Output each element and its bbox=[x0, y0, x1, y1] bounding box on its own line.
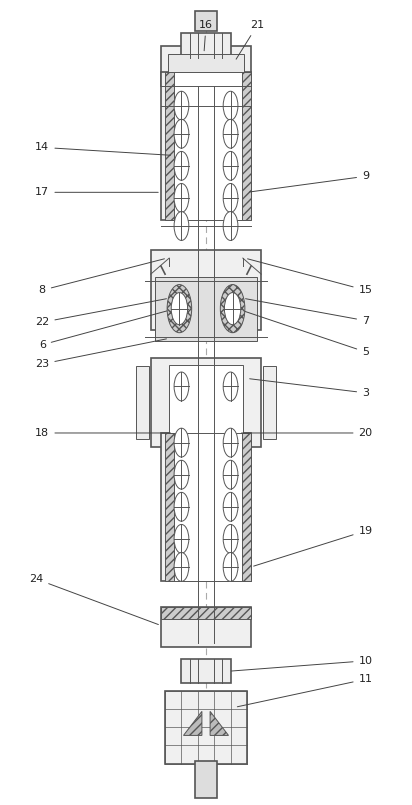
Circle shape bbox=[174, 372, 189, 401]
Bar bbox=[161, 46, 251, 85]
Text: 16: 16 bbox=[199, 20, 213, 51]
Text: 8: 8 bbox=[39, 258, 164, 295]
Bar bbox=[169, 432, 243, 581]
Bar bbox=[165, 432, 174, 581]
Circle shape bbox=[174, 428, 189, 457]
Circle shape bbox=[174, 212, 189, 241]
Circle shape bbox=[174, 119, 189, 148]
Bar bbox=[136, 366, 149, 439]
Circle shape bbox=[174, 184, 189, 213]
Bar bbox=[242, 72, 251, 220]
Text: 19: 19 bbox=[254, 526, 373, 566]
Text: 23: 23 bbox=[35, 339, 166, 369]
Circle shape bbox=[171, 292, 187, 324]
Circle shape bbox=[225, 292, 241, 324]
Ellipse shape bbox=[220, 285, 245, 332]
Circle shape bbox=[174, 460, 189, 489]
Circle shape bbox=[174, 524, 189, 553]
Bar bbox=[169, 365, 243, 440]
Bar bbox=[169, 72, 243, 220]
Circle shape bbox=[223, 524, 238, 553]
Text: 7: 7 bbox=[246, 299, 369, 326]
Text: 14: 14 bbox=[35, 142, 171, 155]
Text: 24: 24 bbox=[29, 574, 158, 625]
Text: 18: 18 bbox=[35, 428, 171, 438]
Text: 11: 11 bbox=[237, 675, 372, 707]
Text: 6: 6 bbox=[39, 309, 173, 349]
Circle shape bbox=[223, 91, 238, 120]
Bar bbox=[195, 11, 217, 31]
Text: 20: 20 bbox=[241, 428, 373, 438]
Bar bbox=[151, 250, 261, 330]
Bar bbox=[165, 691, 247, 763]
Polygon shape bbox=[210, 712, 229, 736]
Circle shape bbox=[223, 493, 238, 521]
Bar bbox=[161, 432, 251, 581]
Text: 10: 10 bbox=[231, 656, 372, 671]
Text: 17: 17 bbox=[35, 188, 158, 197]
Text: 15: 15 bbox=[248, 259, 372, 295]
Bar bbox=[195, 762, 217, 798]
Text: 9: 9 bbox=[250, 171, 369, 192]
Bar bbox=[181, 659, 231, 683]
Circle shape bbox=[174, 151, 189, 180]
Circle shape bbox=[223, 151, 238, 180]
Bar bbox=[242, 432, 251, 581]
Circle shape bbox=[223, 460, 238, 489]
Circle shape bbox=[223, 184, 238, 213]
Circle shape bbox=[223, 552, 238, 581]
Bar bbox=[165, 72, 174, 220]
Circle shape bbox=[223, 372, 238, 401]
Circle shape bbox=[223, 428, 238, 457]
Polygon shape bbox=[183, 712, 202, 736]
Bar bbox=[161, 607, 251, 647]
Ellipse shape bbox=[167, 285, 192, 332]
Circle shape bbox=[223, 212, 238, 241]
Bar bbox=[151, 358, 261, 447]
Text: 3: 3 bbox=[250, 379, 369, 398]
Text: 21: 21 bbox=[236, 20, 264, 60]
Circle shape bbox=[174, 91, 189, 120]
Bar bbox=[161, 72, 251, 220]
Text: 5: 5 bbox=[239, 310, 369, 357]
Bar bbox=[168, 54, 244, 77]
Bar bbox=[263, 366, 276, 439]
Circle shape bbox=[174, 552, 189, 581]
Text: 22: 22 bbox=[35, 299, 166, 328]
Bar bbox=[181, 34, 231, 57]
Circle shape bbox=[223, 119, 238, 148]
Circle shape bbox=[174, 493, 189, 521]
Bar bbox=[161, 607, 251, 619]
Bar bbox=[155, 277, 257, 341]
